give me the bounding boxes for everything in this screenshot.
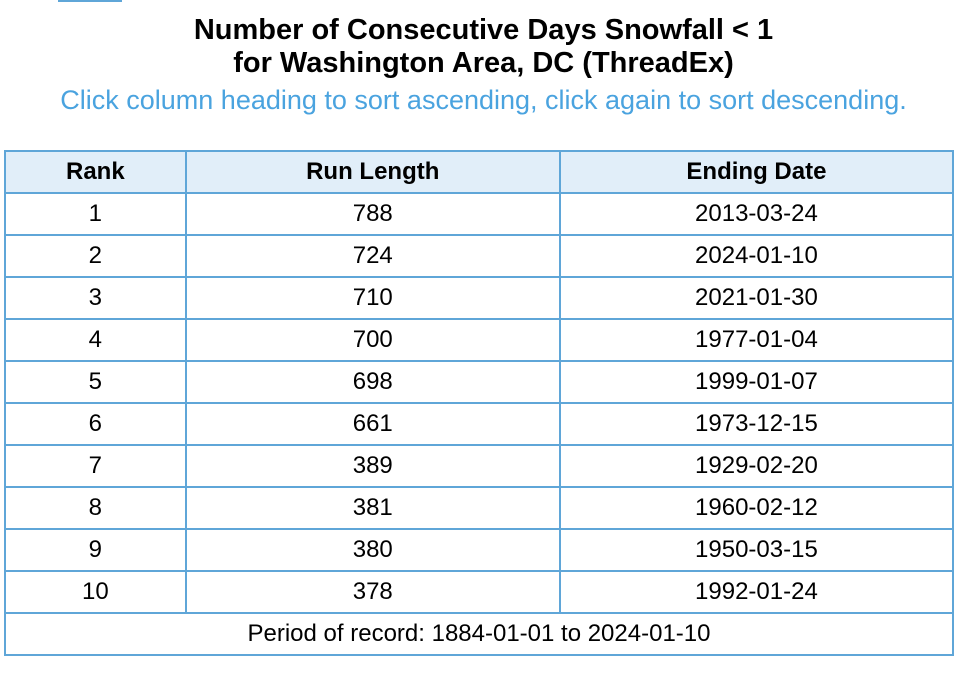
run-length-cell: 788 xyxy=(184,192,561,236)
rank-cell: 6 xyxy=(4,402,187,446)
ending-date-cell: 2024-01-10 xyxy=(558,234,955,278)
run-length-cell: 700 xyxy=(184,318,561,362)
table-row: 4 700 1977-01-04 xyxy=(4,318,955,362)
column-header-ending-date[interactable]: Ending Date xyxy=(558,150,955,194)
rank-cell: 7 xyxy=(4,444,187,488)
rank-cell: 10 xyxy=(4,570,187,614)
run-length-cell: 381 xyxy=(184,486,561,530)
footer-row: Period of record: 1884-01-01 to 2024-01-… xyxy=(4,612,954,656)
rank-cell: 2 xyxy=(4,234,187,278)
table-row: 9 380 1950-03-15 xyxy=(4,528,955,572)
rank-cell: 9 xyxy=(4,528,187,572)
column-header-run-length[interactable]: Run Length xyxy=(184,150,561,194)
table-row: 1 788 2013-03-24 xyxy=(4,192,955,236)
ending-date-cell: 1929-02-20 xyxy=(558,444,955,488)
run-length-cell: 378 xyxy=(184,570,561,614)
sort-hint: Click column heading to sort ascending, … xyxy=(60,85,907,115)
ending-date-cell: 1960-02-12 xyxy=(558,486,955,530)
rank-cell: 8 xyxy=(4,486,187,530)
table-row: 6 661 1973-12-15 xyxy=(4,402,955,446)
run-length-cell: 724 xyxy=(184,234,561,278)
table-row: 8 381 1960-02-12 xyxy=(4,486,955,530)
ending-date-cell: 1977-01-04 xyxy=(558,318,955,362)
run-length-cell: 380 xyxy=(184,528,561,572)
rank-cell: 5 xyxy=(4,360,187,404)
table-row: 2 724 2024-01-10 xyxy=(4,234,955,278)
column-header-rank[interactable]: Rank xyxy=(4,150,187,194)
rank-cell: 1 xyxy=(4,192,187,236)
period-of-record: Period of record: 1884-01-01 to 2024-01-… xyxy=(4,612,954,656)
run-length-cell: 661 xyxy=(184,402,561,446)
ending-date-cell: 1950-03-15 xyxy=(558,528,955,572)
table-row: 5 698 1999-01-07 xyxy=(4,360,955,404)
ending-date-cell: 1992-01-24 xyxy=(558,570,955,614)
run-length-cell: 698 xyxy=(184,360,561,404)
page-title: Number of Consecutive Days Snowfall < 1 … xyxy=(0,0,967,80)
run-length-cell: 389 xyxy=(184,444,561,488)
rank-cell: 4 xyxy=(4,318,187,362)
header-row: Rank Run Length Ending Date xyxy=(4,150,955,194)
title-line-1: Number of Consecutive Days Snowfall < 1 xyxy=(193,14,774,46)
run-length-cell: 710 xyxy=(184,276,561,320)
rank-cell: 3 xyxy=(4,276,187,320)
table-row: 3 710 2021-01-30 xyxy=(4,276,955,320)
results-table: Rank Run Length Ending Date 1 788 2013-0… xyxy=(4,150,955,656)
table-row: 7 389 1929-02-20 xyxy=(4,444,955,488)
title-line-2: for Washington Area, DC (ThreadEx) xyxy=(233,47,734,79)
ending-date-cell: 1973-12-15 xyxy=(558,402,955,446)
table-row: 10 378 1992-01-24 xyxy=(4,570,955,614)
ending-date-cell: 2021-01-30 xyxy=(558,276,955,320)
top-divider xyxy=(58,0,122,2)
ending-date-cell: 1999-01-07 xyxy=(558,360,955,404)
ending-date-cell: 2013-03-24 xyxy=(558,192,955,236)
